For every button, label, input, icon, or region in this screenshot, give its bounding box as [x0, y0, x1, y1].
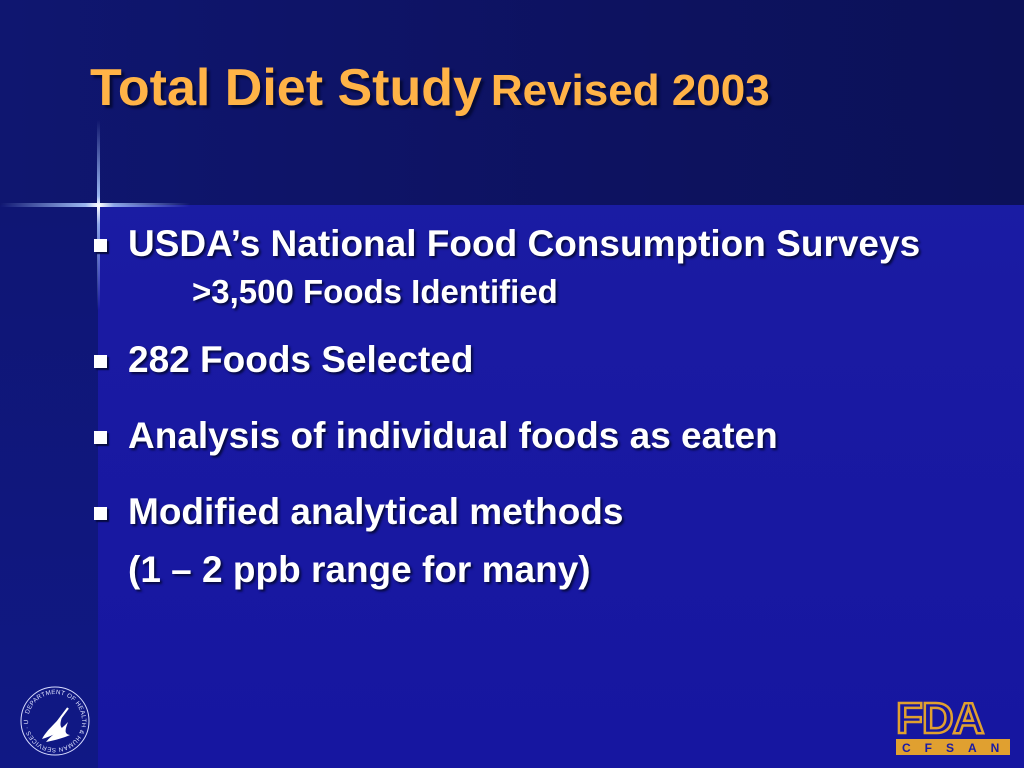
bullet-square-icon: [94, 239, 107, 252]
sparkle-vertical: [97, 120, 100, 310]
bullet-item: Modified analytical methods: [92, 490, 972, 534]
sparkle-horizontal: [0, 203, 190, 207]
fda-cfsan-logo-icon: FDA CFSAN: [895, 693, 1012, 755]
bullet-item: 282 Foods Selected: [92, 338, 972, 382]
bullet-square-icon: [94, 431, 107, 444]
hhs-seal-icon: DEPARTMENT OF HEALTH & HUMAN SERVICES · …: [18, 684, 90, 756]
title-main: Total Diet Study: [90, 59, 482, 117]
title-sub: Revised 2003: [490, 66, 770, 115]
bullet-square-icon: [94, 355, 107, 368]
bullet-item: Analysis of individual foods as eaten: [92, 414, 972, 458]
fda-logo-text: FDA: [896, 694, 984, 743]
bullet-continuation: (1 – 2 ppb range for many): [128, 549, 591, 590]
bullet-text: Analysis of individual foods as eaten: [128, 415, 778, 456]
left-band: [0, 205, 98, 768]
bullet-text: 282 Foods Selected: [128, 339, 474, 380]
bullet-text: Modified analytical methods: [128, 491, 624, 532]
header-band: [0, 0, 1024, 205]
bullet-text: USDA’s National Food Consumption Surveys: [128, 223, 921, 264]
fda-logo-subtext: CFSAN: [902, 741, 1012, 755]
bullet-list: USDA’s National Food Consumption Surveys…: [92, 218, 972, 592]
bullet-subline: >3,500 Foods Identified: [192, 273, 558, 310]
bullet-square-icon: [94, 507, 107, 520]
slide-title: Total Diet Study Revised 2003: [90, 58, 770, 118]
bullet-item: USDA’s National Food Consumption Surveys: [92, 222, 972, 266]
